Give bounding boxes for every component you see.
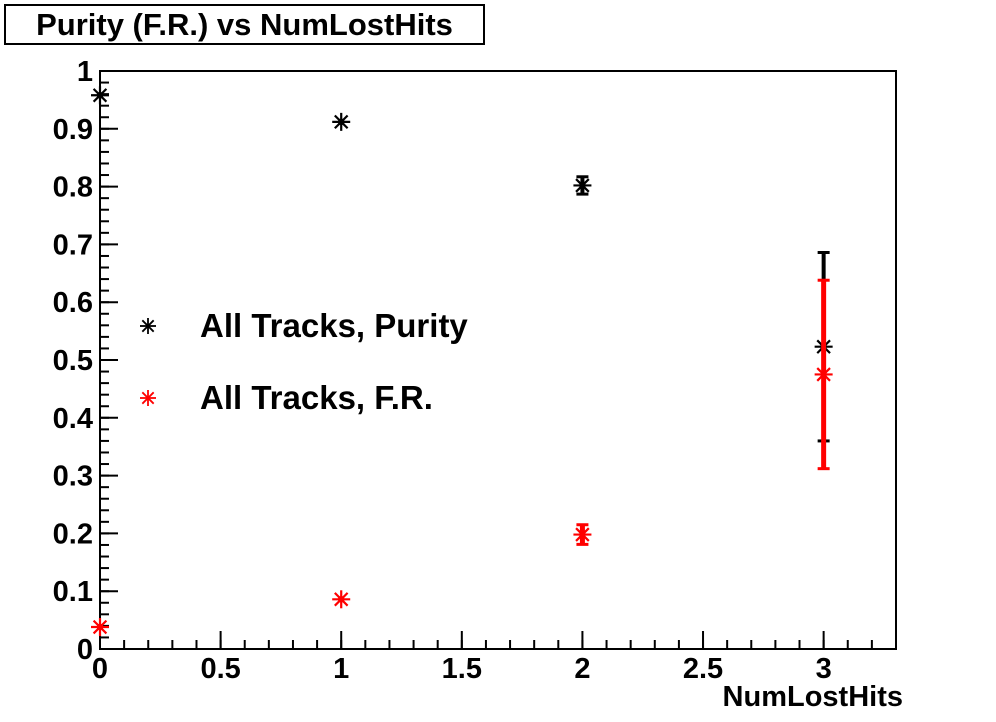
x-tick-label: 1	[333, 653, 349, 685]
x-tick-label: 2.5	[683, 653, 723, 685]
data-point-marker-center	[579, 182, 586, 189]
y-tick-label: 0.2	[53, 518, 93, 550]
y-tick-label: 0.8	[53, 172, 93, 204]
y-tick-label: 0.5	[53, 345, 93, 377]
chart-title-box: Purity (F.R.) vs NumLostHits	[4, 4, 485, 45]
y-tick-label: 0.4	[53, 403, 93, 435]
data-point-marker-center	[579, 531, 586, 538]
x-tick-label: 0.5	[200, 653, 240, 685]
x-tick-label: 2	[574, 653, 590, 685]
data-point-marker-center	[97, 624, 103, 631]
x-tick-label: 3	[816, 653, 832, 685]
y-tick-label: 0.1	[53, 576, 93, 608]
plot-frame	[99, 70, 897, 650]
y-tick-label: 0.7	[53, 229, 93, 261]
x-axis-title: NumLostHits	[723, 681, 903, 713]
y-tick-label: 0	[77, 634, 93, 666]
y-tick-label: 1	[77, 56, 93, 88]
data-point-marker-center	[338, 596, 345, 603]
y-tick-label: 0.6	[53, 287, 93, 319]
data-point-marker-center	[338, 118, 345, 125]
x-tick-label: 0	[92, 653, 108, 685]
x-tick-label: 1.5	[442, 653, 482, 685]
y-tick-label: 0.9	[53, 114, 93, 146]
y-tick-label: 0.3	[53, 461, 93, 493]
data-point-marker-center	[97, 92, 103, 99]
data-point-marker-center	[820, 371, 827, 378]
chart-title: Purity (F.R.) vs NumLostHits	[36, 6, 453, 42]
